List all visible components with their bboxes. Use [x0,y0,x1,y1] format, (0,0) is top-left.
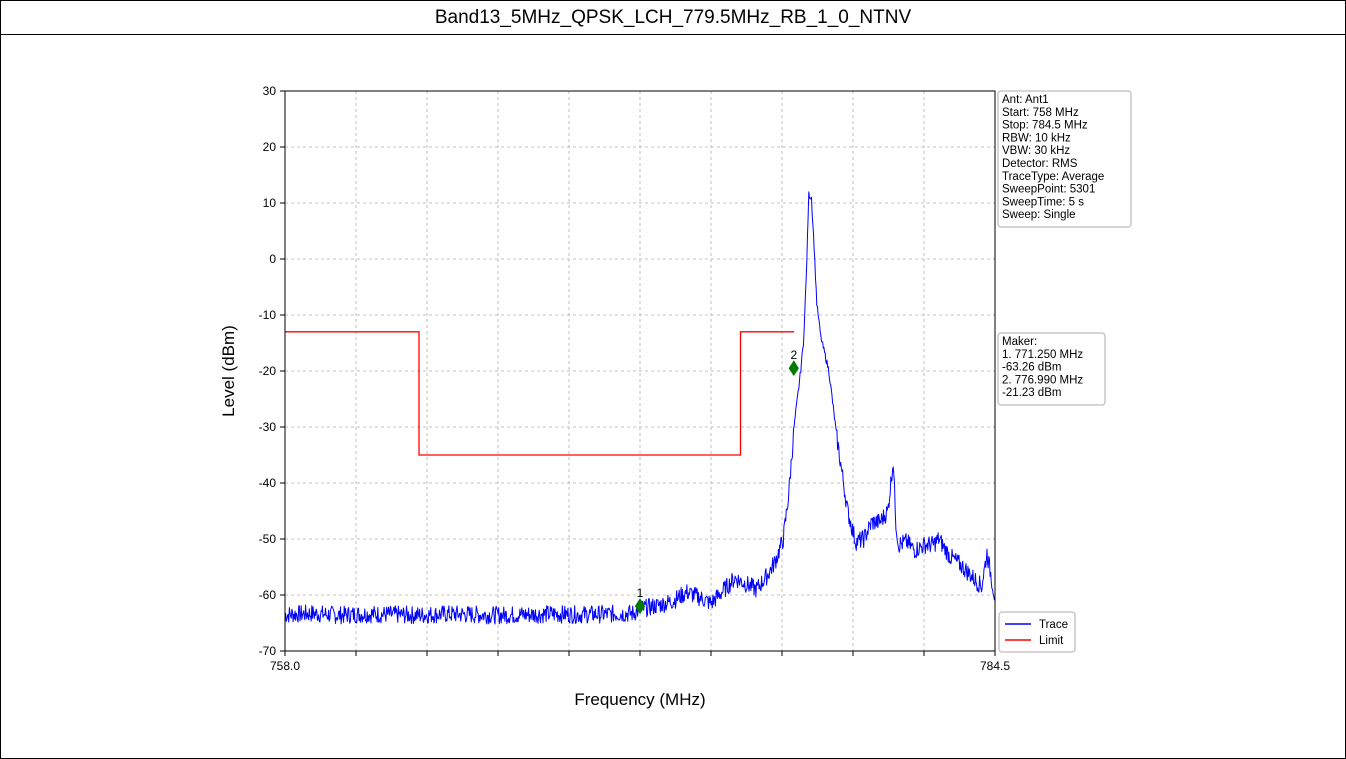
x-axis-label: Frequency (MHz) [574,690,705,709]
settings-box-line: Stop: 784.5 MHz [1002,120,1088,132]
marker-label: 2 [790,348,797,362]
legend-frame [998,611,1076,653]
marker-box-line: -21.23 dBm [1002,387,1061,399]
y-tick-label: -20 [259,364,277,378]
y-tick-label: 20 [263,140,277,154]
settings-box-line: Ant: Ant1 [1002,94,1049,106]
y-tick-label: -60 [259,588,277,602]
settings-box-line: SweepTime: 5 s [1002,196,1084,208]
grid [285,91,995,651]
settings-box-line: Sweep: Single [1002,209,1076,221]
marker-diamond [788,360,799,377]
x-tick-label: 758.0 [270,659,300,673]
y-axis-label: Level (dBm) [219,325,238,417]
marker-box-line: 1. 771.250 MHz [1002,349,1083,361]
settings-box-line: Start: 758 MHz [1002,107,1079,119]
legend: Trace Limit [998,611,1076,653]
limit-line [285,331,795,456]
y-tick-label: -30 [259,420,277,434]
settings-box-line: RBW: 10 kHz [1002,132,1071,144]
y-tick-label: 10 [263,196,277,210]
y-tick-label: -40 [259,476,277,490]
x-tick-label: 784.5 [980,659,1010,673]
markers: 12 [634,348,799,615]
marker-box-line: Maker: [1002,336,1037,348]
marker-diamond [634,598,646,615]
settings-box-line: TraceType: Average [1002,171,1104,183]
y-tick-label: -10 [259,308,277,322]
settings-box-frame [997,90,1132,228]
settings-box-line: Detector: RMS [1002,158,1078,170]
marker-box-frame [997,332,1106,406]
legend-label: Trace [1039,619,1068,631]
settings-box-line: SweepPoint: 5301 [1002,184,1095,196]
settings-box-line: VBW: 30 kHz [1002,145,1070,157]
y-tick-label: 0 [269,252,276,266]
y-tick-label: -50 [259,532,277,546]
limit-series [285,331,795,456]
y-tick-label: -70 [259,644,277,658]
marker-label: 1 [637,586,644,600]
marker-box-line: -63.26 dBm [1002,362,1061,374]
chart-title: Band13_5MHz_QPSK_LCH_779.5MHz_RB_1_0_NTN… [1,1,1345,35]
marker-box-line: 2. 776.990 MHz [1002,374,1083,386]
legend-label: Limit [1039,635,1064,647]
y-tick-label: 30 [263,84,277,98]
